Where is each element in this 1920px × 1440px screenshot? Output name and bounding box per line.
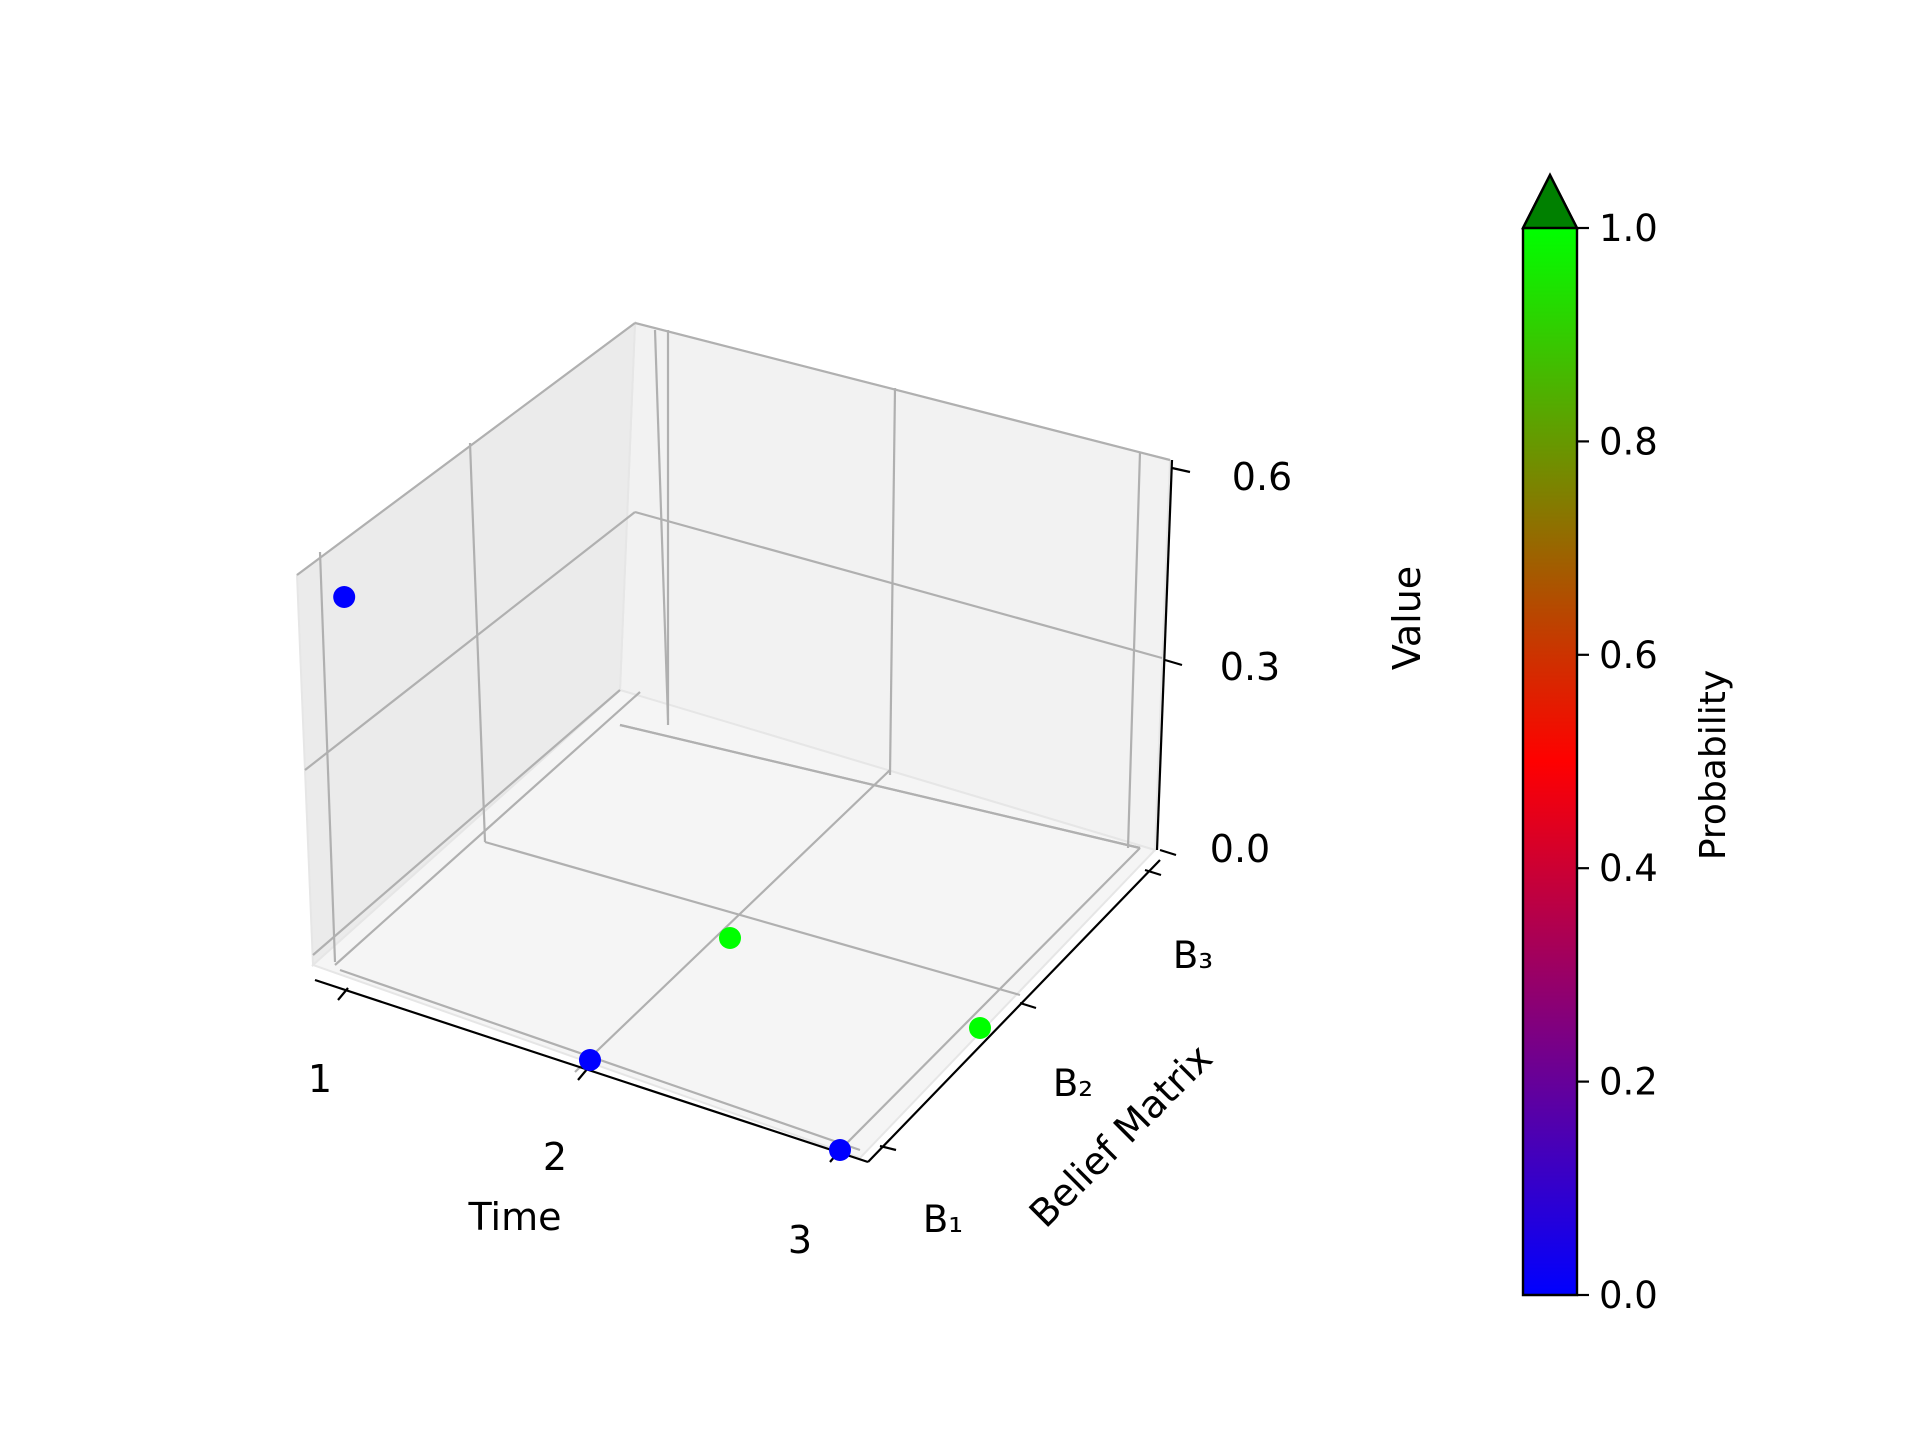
z-tick-label: 0.3 <box>1220 645 1280 689</box>
colorbar-tick-label: 0.8 <box>1599 420 1658 463</box>
axes-3d: 1 2 3 B₁ B₂ B₃ 0.0 0.3 0.6 Time Belief M… <box>295 320 1429 1262</box>
colorbar-extend-arrow <box>1521 172 1579 230</box>
colorbar-outline <box>1521 172 1579 1297</box>
colorbar: 0.0 0.2 0.4 0.6 0.8 1.0 Probability <box>1521 172 1734 1317</box>
x-axis-line <box>314 978 869 1164</box>
z-tick-label: 0.0 <box>1210 827 1270 871</box>
colorbar-gradient <box>1523 228 1577 1295</box>
y-axis-line <box>867 859 1161 1163</box>
y-axis-label: Belief Matrix <box>1021 1036 1221 1236</box>
data-point <box>333 585 356 608</box>
colorbar-tick-label: 0.2 <box>1599 1061 1658 1104</box>
y-tick-label: B₃ <box>1173 934 1213 977</box>
y-tick-label: B₂ <box>1053 1062 1093 1105</box>
data-point <box>719 927 741 949</box>
colorbar-tick-label: 0.4 <box>1599 847 1658 890</box>
x-axis-label: Time <box>468 1195 562 1239</box>
colorbar-tick-label: 1.0 <box>1599 207 1658 250</box>
scatter-points <box>333 585 991 1161</box>
data-point <box>969 1017 991 1039</box>
z-axis-label: Value <box>1385 566 1429 670</box>
data-point <box>579 1049 601 1071</box>
colorbar-ticks: 0.0 0.2 0.4 0.6 0.8 1.0 <box>1577 207 1658 1317</box>
y-tick-label: B₁ <box>923 1198 963 1241</box>
z-axis-line <box>1155 459 1174 851</box>
floor-pane <box>311 688 1157 1160</box>
colorbar-label: Probability <box>1693 670 1734 860</box>
grid-lines <box>296 321 1171 1152</box>
colorbar-tick-label: 0.6 <box>1599 634 1658 677</box>
x-tick-label: 3 <box>788 1218 812 1262</box>
colorbar-tick-label: 0.0 <box>1599 1274 1658 1317</box>
data-point <box>829 1139 851 1161</box>
z-tick-label: 0.6 <box>1232 455 1292 499</box>
x-tick-label: 2 <box>543 1135 567 1179</box>
x-tick-label: 1 <box>308 1057 332 1101</box>
